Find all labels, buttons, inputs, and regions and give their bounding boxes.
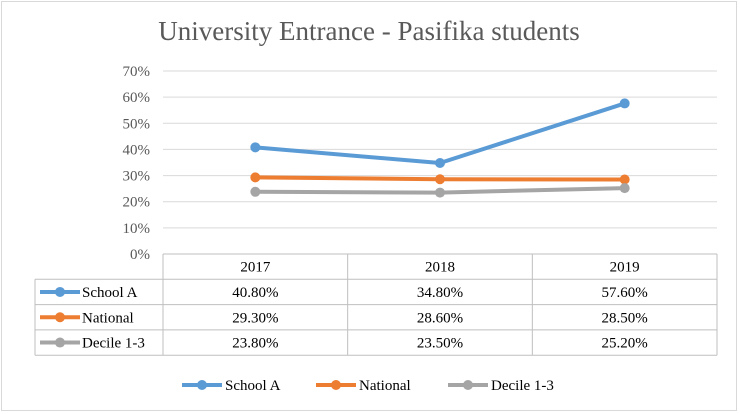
data-point bbox=[435, 187, 445, 198]
y-tick-label: 40% bbox=[123, 142, 151, 158]
x-category-label: 2018 bbox=[425, 260, 455, 276]
data-point bbox=[250, 186, 261, 197]
y-tick-label: 0% bbox=[130, 247, 150, 263]
gridlines bbox=[163, 70, 717, 229]
table-series-name: National bbox=[82, 310, 134, 326]
table-cell-value: 28.50% bbox=[602, 310, 648, 326]
data-table: 2017 2018 2019 School A 40.80% 34.80% 57.60% Na… bbox=[34, 253, 718, 356]
legend-label: Decile 1-3 bbox=[491, 378, 554, 394]
table-series-name: School A bbox=[82, 285, 138, 301]
y-tick-label: 50% bbox=[123, 116, 151, 132]
data-point bbox=[619, 98, 630, 109]
legend-label: School A bbox=[225, 378, 281, 394]
data-point bbox=[619, 174, 630, 185]
table-series-key-marker bbox=[55, 286, 65, 297]
data-point bbox=[435, 174, 445, 185]
legend-marker bbox=[331, 380, 341, 390]
table-cell-value: 25.20% bbox=[602, 336, 648, 352]
data-point bbox=[250, 172, 261, 183]
table-series-name: Decile 1-3 bbox=[82, 336, 145, 352]
y-tick-label: 20% bbox=[123, 195, 151, 211]
series-lines bbox=[250, 98, 630, 198]
table-cell-value: 23.80% bbox=[232, 336, 278, 352]
x-category-label: 2019 bbox=[610, 260, 640, 276]
legend-label: National bbox=[359, 378, 411, 394]
x-category-label: 2017 bbox=[240, 260, 271, 276]
y-tick-label: 10% bbox=[123, 221, 151, 237]
y-axis-ticks: 0% 10% 20% 30% 40% 50% 60% 70% bbox=[123, 64, 151, 263]
y-tick-label: 30% bbox=[123, 169, 151, 185]
y-tick-label: 60% bbox=[123, 90, 151, 106]
table-cell-value: 57.60% bbox=[602, 285, 648, 301]
table-cell-value: 40.80% bbox=[232, 285, 278, 301]
table-cell-value: 23.50% bbox=[417, 336, 463, 352]
chart-title: University Entrance - Pasifika students bbox=[158, 16, 579, 46]
legend-marker bbox=[197, 380, 207, 390]
data-point bbox=[250, 142, 261, 153]
data-point bbox=[619, 183, 630, 194]
legend: School A National Decile 1-3 bbox=[182, 378, 554, 394]
legend-marker bbox=[463, 380, 473, 390]
data-point bbox=[435, 158, 445, 169]
table-series-key-marker bbox=[55, 312, 65, 323]
series-line-school-a bbox=[253, 101, 627, 166]
y-tick-label: 70% bbox=[123, 64, 151, 80]
table-cell-value: 28.60% bbox=[417, 310, 463, 326]
table-cell-value: 29.30% bbox=[232, 310, 278, 326]
table-cell-value: 34.80% bbox=[417, 285, 463, 301]
table-series-key-marker bbox=[55, 337, 65, 348]
